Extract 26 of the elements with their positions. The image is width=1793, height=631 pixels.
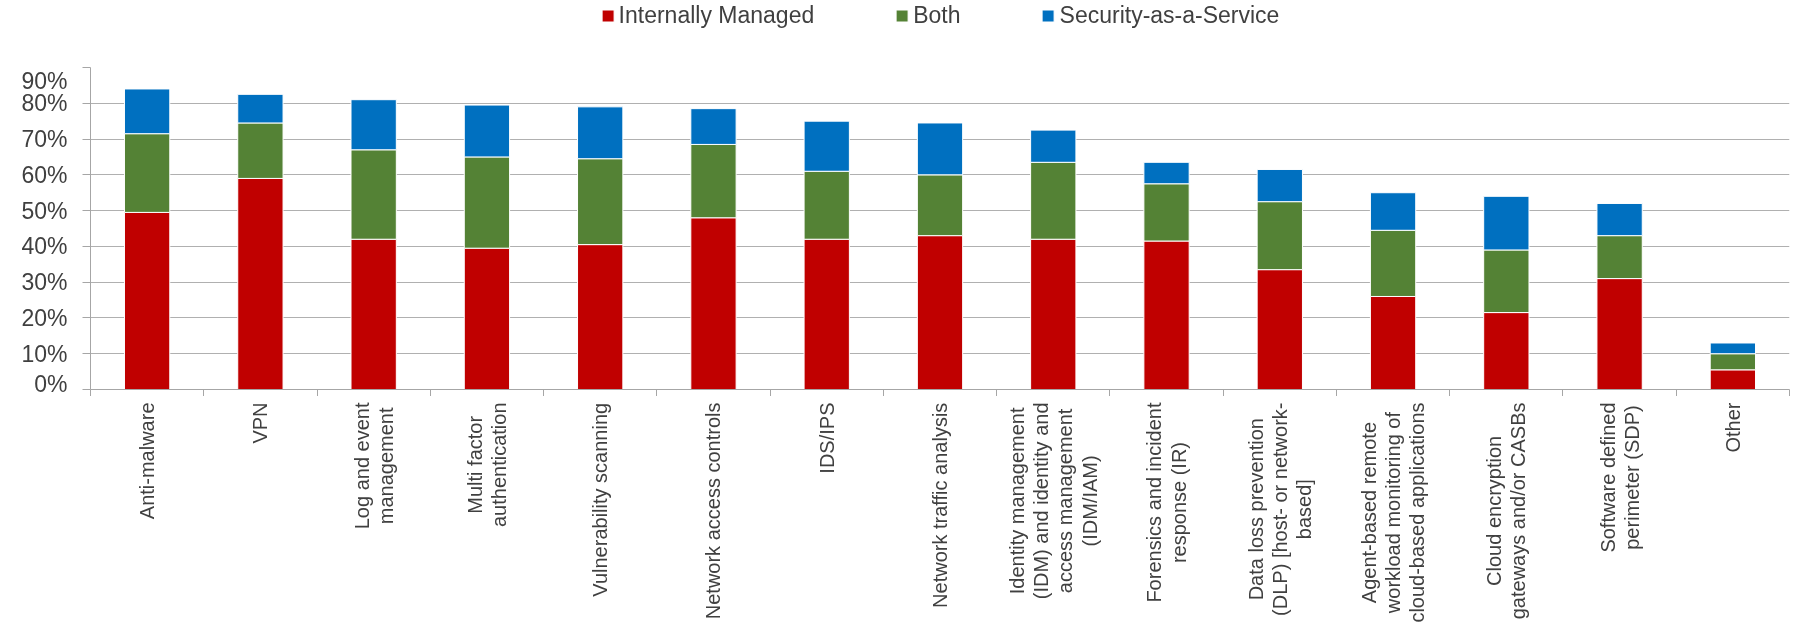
y-tick-label: 60%	[21, 161, 68, 188]
x-tick-label: IDS/IPS	[815, 402, 838, 474]
legend-label: Internally Managed	[618, 2, 815, 29]
x-tick-label: Software defined perimeter (SDP)	[1596, 402, 1643, 553]
legend-label: Both	[913, 2, 961, 29]
y-tick-label: 0%	[34, 370, 68, 397]
x-tick-label: Cloud encryption gateways and/or CASBs	[1483, 402, 1530, 620]
x-tick-label: Forensics and incident response (IR)	[1143, 402, 1190, 603]
y-tick-label: 20%	[21, 304, 68, 331]
y-tick-label: 50%	[21, 197, 68, 224]
x-tick-label: Other	[1721, 402, 1744, 453]
x-tick-label: Identity management (IDM) and identity and access management (IDM/IAM)	[1005, 402, 1101, 600]
y-tick-label: 70%	[21, 126, 68, 153]
x-tick-label: Network access controls	[702, 402, 725, 620]
y-tick-label: 40%	[21, 233, 68, 260]
x-tick-label: Multi factor authentication	[463, 402, 511, 528]
x-tick-label: Vulnerability scanning	[589, 402, 612, 597]
y-tick-label: 30%	[21, 269, 68, 296]
x-tick-label: Agent-based remote workload monitoring of cloud-based applications	[1357, 402, 1429, 623]
x-tick-label: VPN	[249, 402, 272, 444]
x-tick-label: Network traffic analysis	[929, 402, 951, 608]
x-tick-label: Anti-malware	[136, 402, 159, 520]
x-tick-label: Log and event management	[350, 402, 397, 530]
legend-label: Security-as-a-Service	[1059, 2, 1280, 29]
x-tick-label: Data loss prevention (DLP) [host- or network-based]	[1244, 402, 1315, 616]
y-tick-label: 10%	[21, 340, 68, 367]
